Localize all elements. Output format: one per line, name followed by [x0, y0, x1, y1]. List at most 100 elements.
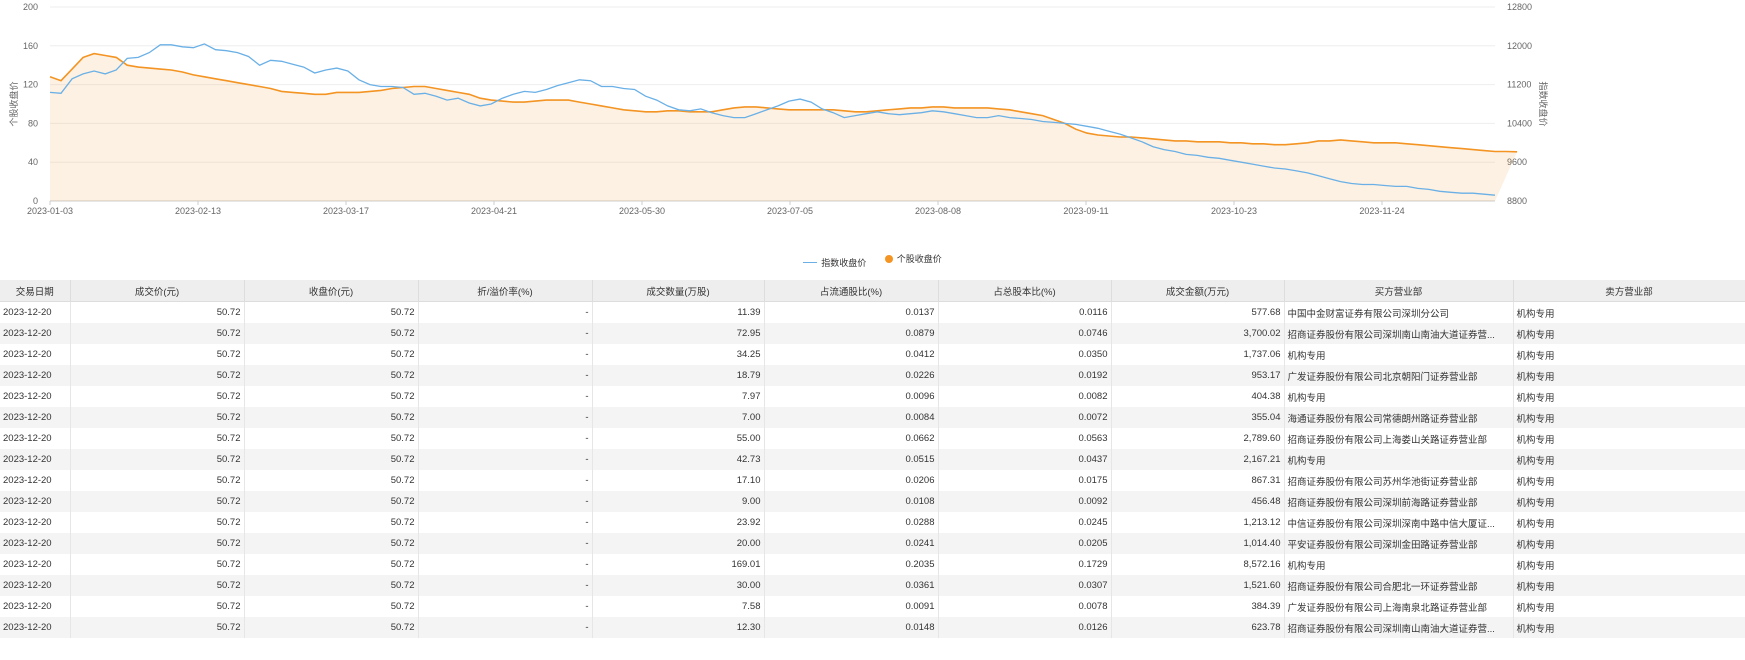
table-row[interactable]: 2023-12-20 50.72 50.72-7.97 0.0096 0.0082 404…	[0, 386, 1745, 407]
cell-close-price: 50.72	[244, 512, 419, 533]
cell-float-ratio: 0.0226	[764, 365, 939, 386]
cell-trade-date: 2023-12-20	[0, 575, 71, 596]
cell-buyer: 平安证券股份有限公司深圳金田路证券营业部	[1284, 533, 1514, 554]
cell-amount: 456.48	[1111, 491, 1285, 512]
cell-seller: 机构专用	[1513, 301, 1745, 323]
cell-volume: 7.58	[592, 596, 765, 617]
cell-premium-rate: -	[418, 449, 593, 470]
cell-premium-rate: -	[418, 617, 593, 638]
cell-seller: 机构专用	[1513, 596, 1745, 617]
stock-series-line	[49, 52, 1518, 153]
table-row[interactable]: 2023-12-20 50.72 50.72-18.79 0.0226 0.0192 95…	[0, 365, 1745, 386]
cell-amount: 1,213.12	[1111, 512, 1285, 533]
table-row[interactable]: 2023-12-20 50.72 50.72-30.00 0.0361 0.0307 1,…	[0, 575, 1745, 596]
cell-volume: 17.10	[592, 470, 765, 491]
header-trade-date[interactable]: 交易日期	[0, 280, 71, 302]
table-row[interactable]: 2023-12-20 50.72 50.72-7.00 0.0084 0.0072 355…	[0, 407, 1745, 428]
cell-seller: 机构专用	[1513, 617, 1745, 638]
header-amount[interactable]: 成交金额(万元)	[1111, 280, 1285, 302]
cell-volume: 42.73	[592, 449, 765, 470]
cell-trade-date: 2023-12-20	[0, 554, 71, 575]
cell-seller: 机构专用	[1513, 386, 1745, 407]
cell-deal-price: 50.72	[70, 407, 245, 428]
cell-float-ratio: 0.0515	[764, 449, 939, 470]
cell-close-price: 50.72	[244, 491, 419, 512]
header-close-price[interactable]: 收盘价(元)	[244, 280, 419, 302]
cell-deal-price: 50.72	[70, 428, 245, 449]
header-seller[interactable]: 卖方营业部	[1513, 280, 1745, 302]
stock-series-area	[50, 53, 1518, 201]
cell-buyer: 广发证券股份有限公司北京朝阳门证券营业部	[1284, 365, 1514, 386]
cell-seller: 机构专用	[1513, 575, 1745, 596]
cell-premium-rate: -	[418, 365, 593, 386]
cell-close-price: 50.72	[244, 617, 419, 638]
cell-amount: 355.04	[1111, 407, 1285, 428]
legend-item-index[interactable]: 指数收盘价	[803, 256, 866, 269]
cell-buyer: 机构专用	[1284, 344, 1514, 365]
cell-close-price: 50.72	[244, 344, 419, 365]
table-row[interactable]: 2023-12-20 50.72 50.72-55.00 0.0662 0.0563 2,…	[0, 428, 1745, 449]
table-row[interactable]: 2023-12-20 50.72 50.72-9.00 0.0108 0.0092 456…	[0, 491, 1745, 512]
cell-seller: 机构专用	[1513, 512, 1745, 533]
table-row[interactable]: 2023-12-20 50.72 50.72-17.10 0.0206 0.0175 86…	[0, 470, 1745, 491]
header-deal-price[interactable]: 成交价(元)	[70, 280, 245, 302]
table-body: 2023-12-20 50.72 50.72-11.39 0.0137 0.0116 57…	[0, 301, 1745, 638]
cell-trade-date: 2023-12-20	[0, 512, 71, 533]
cell-trade-date: 2023-12-20	[0, 596, 71, 617]
x-tick-label: 2023-10-23	[1211, 206, 1257, 216]
cell-volume: 55.00	[592, 428, 765, 449]
cell-float-ratio: 0.0412	[764, 344, 939, 365]
cell-close-price: 50.72	[244, 323, 419, 344]
cell-buyer: 中国中金财富证券有限公司深圳分公司	[1284, 301, 1514, 323]
cell-amount: 2,789.60	[1111, 428, 1285, 449]
header-volume[interactable]: 成交数量(万股)	[592, 280, 765, 302]
cell-trade-date: 2023-12-20	[0, 449, 71, 470]
cell-close-price: 50.72	[244, 596, 419, 617]
table-row[interactable]: 2023-12-20 50.72 50.72-7.58 0.0091 0.0078 384…	[0, 596, 1745, 617]
price-chart: 0 40 80 120 160 200 8800 9600 10400 11200 12000 128…	[0, 0, 1745, 275]
cell-buyer: 广发证券股份有限公司上海南泉北路证券营业部	[1284, 596, 1514, 617]
block-trade-table-wrapper[interactable]: 交易日期 成交价(元) 收盘价(元) 折/溢价率(%) 成交数量(万股) 占流通…	[0, 280, 1745, 660]
cell-total-ratio: 0.0245	[938, 512, 1112, 533]
cell-deal-price: 50.72	[70, 470, 245, 491]
table-row[interactable]: 2023-12-20 50.72 50.72-12.30 0.0148 0.0126 62…	[0, 617, 1745, 638]
cell-float-ratio: 0.0288	[764, 512, 939, 533]
cell-premium-rate: -	[418, 575, 593, 596]
cell-total-ratio: 0.0437	[938, 449, 1112, 470]
header-premium-rate[interactable]: 折/溢价率(%)	[418, 280, 593, 302]
cell-buyer: 招商证券股份有限公司苏州华池街证券营业部	[1284, 470, 1514, 491]
cell-close-price: 50.72	[244, 554, 419, 575]
cell-premium-rate: -	[418, 554, 593, 575]
table-row[interactable]: 2023-12-20 50.72 50.72-169.01 0.2035 0.1729 8…	[0, 554, 1745, 575]
cell-volume: 34.25	[592, 344, 765, 365]
cell-premium-rate: -	[418, 596, 593, 617]
cell-float-ratio: 0.0108	[764, 491, 939, 512]
cell-seller: 机构专用	[1513, 554, 1745, 575]
y-tick-left: 120	[23, 80, 38, 90]
table-row[interactable]: 2023-12-20 50.72 50.72-23.92 0.0288 0.0245 1,…	[0, 512, 1745, 533]
table-row[interactable]: 2023-12-20 50.72 50.72-72.95 0.0879 0.0746 3,…	[0, 323, 1745, 344]
cell-deal-price: 50.72	[70, 575, 245, 596]
header-float-ratio[interactable]: 占流通股比(%)	[764, 280, 939, 302]
table-row[interactable]: 2023-12-20 50.72 50.72-42.73 0.0515 0.0437 2,…	[0, 449, 1745, 470]
y-tick-right: 11200	[1507, 80, 1531, 90]
cell-seller: 机构专用	[1513, 428, 1745, 449]
cell-premium-rate: -	[418, 323, 593, 344]
header-total-ratio[interactable]: 占总股本比(%)	[938, 280, 1112, 302]
cell-close-price: 50.72	[244, 428, 419, 449]
header-buyer[interactable]: 买方营业部	[1284, 280, 1514, 302]
y-tick-left: 40	[28, 157, 38, 167]
cell-amount: 1,521.60	[1111, 575, 1285, 596]
cell-trade-date: 2023-12-20	[0, 491, 71, 512]
cell-trade-date: 2023-12-20	[0, 470, 71, 491]
legend-item-stock[interactable]: 个股收盘价	[884, 252, 942, 265]
table-row[interactable]: 2023-12-20 50.72 50.72-20.00 0.0241 0.0205 1,…	[0, 533, 1745, 554]
table-row[interactable]: 2023-12-20 50.72 50.72-11.39 0.0137 0.0116 57…	[0, 301, 1745, 323]
x-tick-label: 2023-08-08	[915, 206, 961, 216]
y-tick-right: 12800	[1507, 2, 1532, 12]
cell-total-ratio: 0.0563	[938, 428, 1112, 449]
cell-total-ratio: 0.0126	[938, 617, 1112, 638]
legend-label-stock: 个股收盘价	[896, 254, 942, 264]
table-row[interactable]: 2023-12-20 50.72 50.72-34.25 0.0412 0.0350 1,…	[0, 344, 1745, 365]
cell-total-ratio: 0.0205	[938, 533, 1112, 554]
